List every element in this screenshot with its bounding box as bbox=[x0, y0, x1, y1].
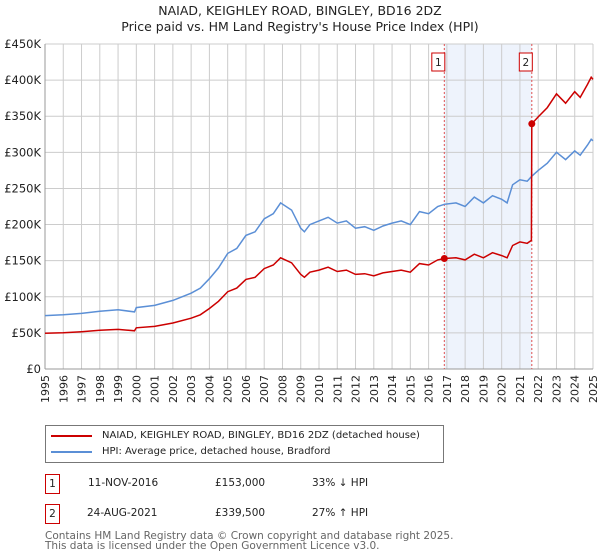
legend-label-property: NAIAD, KEIGHLEY ROAD, BINGLEY, BD16 2DZ … bbox=[102, 430, 420, 441]
sale-label: 1 bbox=[435, 57, 442, 69]
legend-swatch-blue bbox=[51, 450, 92, 453]
x-tick-label: 2004 bbox=[203, 375, 216, 403]
y-tick-label: £250K bbox=[4, 181, 41, 195]
x-tick-label: 2021 bbox=[514, 375, 527, 403]
sale-point bbox=[440, 255, 448, 262]
y-tick-label: £450K bbox=[4, 37, 41, 51]
x-tick-label: 2012 bbox=[350, 375, 363, 403]
chart-subtitle: Price paid vs. HM Land Registry's House … bbox=[121, 19, 479, 34]
transaction-date: 24-AUG-2021 bbox=[87, 507, 158, 519]
x-tick-label: 2024 bbox=[569, 375, 582, 403]
x-tick-label: 2009 bbox=[295, 375, 308, 403]
x-tick-label: 2011 bbox=[331, 375, 344, 403]
sale-label: 2 bbox=[522, 57, 529, 69]
x-tick-label: 1996 bbox=[57, 375, 70, 403]
y-tick-label: £400K bbox=[4, 73, 41, 87]
x-tick-label: 2025 bbox=[587, 375, 600, 403]
legend-swatch-red bbox=[51, 434, 92, 437]
x-tick-label: 2019 bbox=[477, 375, 490, 403]
footer: Contains HM Land Registry data © Crown c… bbox=[45, 530, 454, 552]
x-tick-label: 2014 bbox=[386, 375, 399, 403]
transaction-row: 2 24-AUG-2021 £339,500 27% ↑ HPI bbox=[45, 504, 465, 524]
transaction-hpi: 27% ↑ HPI bbox=[312, 507, 369, 519]
footer-licence: This data is licensed under the Open Gov… bbox=[45, 540, 380, 552]
legend: NAIAD, KEIGHLEY ROAD, BINGLEY, BD16 2DZ … bbox=[45, 425, 444, 463]
sale-point bbox=[528, 120, 536, 128]
chart-title: NAIAD, KEIGHLEY ROAD, BINGLEY, BD16 2DZ bbox=[158, 3, 442, 18]
x-tick-label: 2008 bbox=[276, 375, 289, 403]
x-tick-label: 2002 bbox=[167, 375, 180, 403]
footer-copyright: Contains HM Land Registry data © Crown c… bbox=[45, 530, 454, 542]
x-tick-label: 2017 bbox=[441, 375, 454, 403]
x-tick-label: 2020 bbox=[496, 375, 509, 403]
sale-label-box bbox=[518, 52, 533, 72]
y-tick-label: £300K bbox=[4, 145, 41, 159]
y-tick-label: £100K bbox=[4, 290, 41, 304]
x-tick-label: 2023 bbox=[550, 375, 563, 403]
x-tick-label: 2010 bbox=[313, 375, 326, 403]
y-tick-label: £200K bbox=[4, 218, 41, 232]
transaction-date: 11-NOV-2016 bbox=[88, 477, 159, 489]
sale-label-box bbox=[431, 52, 446, 72]
transaction-number: 1 bbox=[45, 474, 60, 494]
x-tick-label: 2015 bbox=[404, 375, 417, 403]
y-tick-label: £150K bbox=[4, 254, 41, 268]
x-tick-label: 1995 bbox=[39, 375, 52, 403]
x-tick-label: 2016 bbox=[423, 375, 436, 403]
transaction-hpi: 33% ↓ HPI bbox=[312, 477, 369, 489]
y-tick-label: £350K bbox=[4, 109, 41, 123]
transaction-row: 1 11-NOV-2016 £153,000 33% ↓ HPI bbox=[45, 474, 465, 494]
x-tick-label: 1998 bbox=[94, 375, 107, 403]
x-tick-label: 2003 bbox=[185, 375, 198, 403]
x-tick-label: 2000 bbox=[130, 375, 143, 403]
x-tick-label: 2018 bbox=[459, 375, 472, 403]
hpi-line bbox=[44, 138, 594, 317]
y-tick-label: £0 bbox=[26, 362, 41, 376]
price-chart: 1995 1996 1997 1998 1999 2000 2001 2002 2003 2004… bbox=[4, 37, 600, 403]
shaded-region bbox=[444, 44, 532, 369]
transaction-number: 2 bbox=[45, 504, 60, 524]
x-tick-label: 2006 bbox=[240, 375, 253, 403]
x-tick-label: 2007 bbox=[258, 375, 271, 403]
x-tick-label: 2005 bbox=[222, 375, 235, 403]
legend-label-hpi: HPI: Average price, detached house, Brad… bbox=[102, 446, 331, 457]
x-tick-label: 1997 bbox=[76, 375, 89, 403]
x-tick-label: 2013 bbox=[368, 375, 381, 403]
legend-item-hpi: HPI: Average price, detached house, Brad… bbox=[51, 446, 330, 457]
x-tick-label: 1999 bbox=[112, 375, 125, 403]
legend-item-property: NAIAD, KEIGHLEY ROAD, BINGLEY, BD16 2DZ … bbox=[51, 430, 420, 441]
x-tick-label: 2001 bbox=[149, 375, 162, 403]
transaction-price: £339,500 bbox=[215, 507, 266, 519]
price-paid-line bbox=[44, 75, 594, 334]
transaction-price: £153,000 bbox=[215, 477, 266, 489]
y-tick-label: £50K bbox=[12, 326, 42, 340]
x-tick-label: 2022 bbox=[532, 375, 545, 403]
